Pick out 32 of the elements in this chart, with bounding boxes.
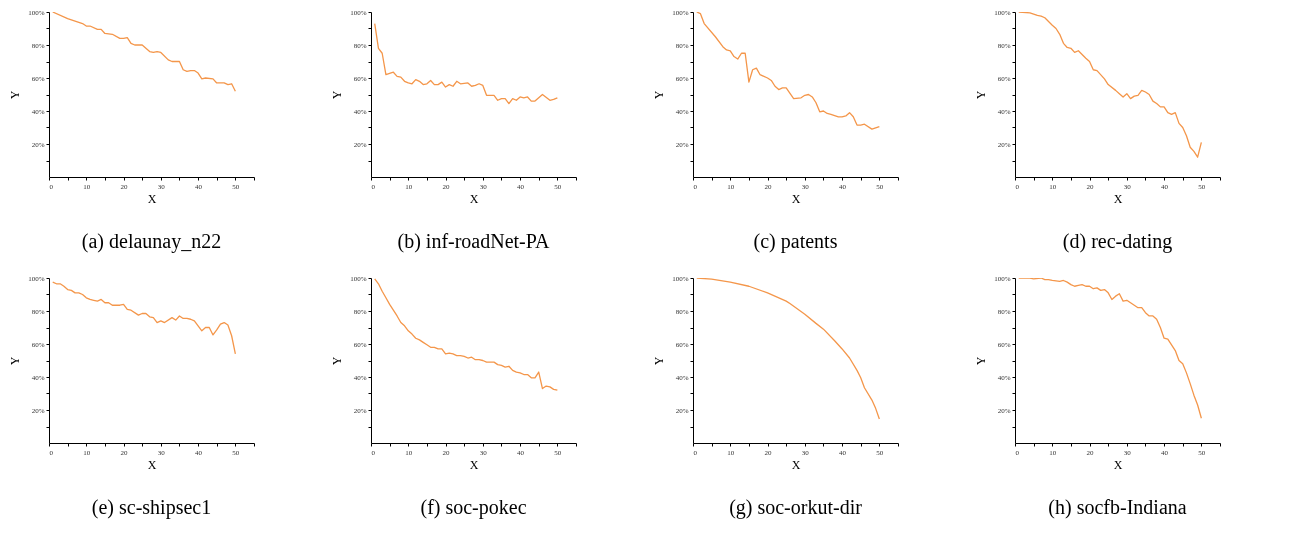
x-axis-title: X — [791, 191, 801, 206]
line-series — [52, 12, 237, 92]
y-axis-title: Y — [8, 90, 23, 100]
y-axis-title: Y — [330, 90, 345, 100]
x-axis-title: X — [147, 457, 157, 472]
line-series — [696, 278, 881, 420]
y-axis-title: Y — [652, 90, 667, 100]
line-series — [1018, 278, 1203, 419]
x-axis-title: X — [147, 191, 157, 206]
line-series — [374, 278, 559, 391]
x-axis-title: X — [791, 457, 801, 472]
y-axis-title: Y — [652, 356, 667, 366]
line-series — [696, 12, 881, 130]
text: (f) soc-pokec — [420, 496, 527, 519]
x-axis-title: X — [1113, 191, 1123, 206]
text: (e) sc-shipsec1 — [91, 496, 212, 519]
line-series — [374, 22, 559, 105]
x-axis-title: X — [469, 191, 479, 206]
text: (g) soc-orkut-dir — [729, 496, 863, 519]
text: (a) delaunay_n22 — [81, 230, 222, 253]
text: (h) socfb-Indiana — [1048, 496, 1187, 519]
y-axis-title: Y — [8, 356, 23, 366]
text: (b) inf-roadNet-PA — [397, 230, 551, 253]
line-series — [52, 281, 237, 355]
x-axis-title: X — [469, 457, 479, 472]
x-axis-title: X — [1113, 457, 1123, 472]
y-axis-title: Y — [974, 356, 989, 366]
text: (d) rec-dating — [1062, 230, 1173, 253]
line-series — [1018, 12, 1203, 158]
y-axis-title: Y — [330, 356, 345, 366]
y-axis-title: Y — [974, 90, 989, 100]
text: (c) patents — [753, 230, 838, 253]
